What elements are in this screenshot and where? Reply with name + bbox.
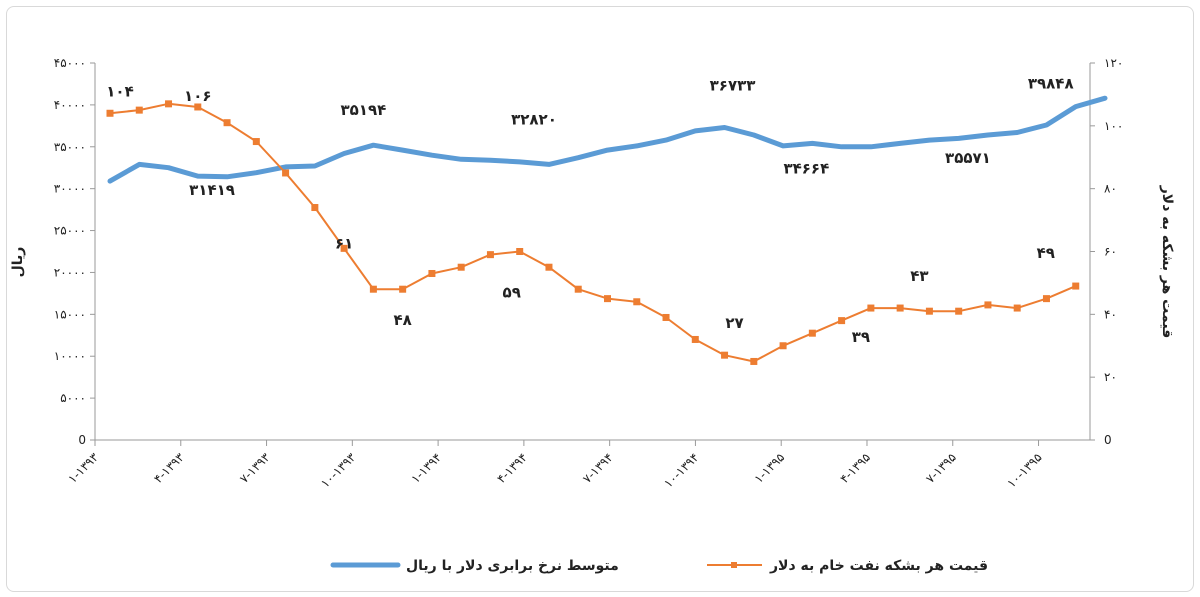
- y-left-tick-label: ۱۰۰۰۰: [54, 349, 86, 363]
- oil-price-point: [1042, 295, 1050, 303]
- oil-price-point: [457, 263, 465, 271]
- x-tick-label: ۱-۱۳۹۵: [752, 450, 788, 486]
- oil-price-point: [165, 100, 173, 108]
- oil-price-point: [662, 313, 670, 321]
- oil-price-point: [106, 109, 114, 117]
- y-left-tick-label: ۳۰۰۰۰: [54, 182, 86, 196]
- data-label: ۴۳: [910, 267, 928, 285]
- chart-frame: [6, 6, 1194, 592]
- y-right-tick-label: ۲۰: [1104, 370, 1117, 384]
- x-tick-label: ۱-۱۳۹۴: [408, 450, 444, 486]
- x-tick-label: ۷-۱۳۹۳: [237, 450, 273, 486]
- oil-price-point: [135, 106, 143, 114]
- data-label: ۳۱۴۱۹: [189, 181, 235, 199]
- x-tick-label: ۴-۱۳۹۴: [494, 450, 530, 486]
- oil-price-point: [223, 119, 231, 127]
- y-left-axis-title: ریال: [10, 247, 26, 278]
- y-right-tick-label: ۱۲۰: [1104, 56, 1123, 70]
- x-tick-label: ۷-۱۳۹۵: [923, 450, 959, 486]
- oil-price-point: [486, 251, 494, 259]
- y-right-axis-title: قیمت هر بشکه به دلار: [1159, 185, 1175, 339]
- oil-price-point: [779, 342, 787, 350]
- data-label: ۵۹: [503, 284, 521, 302]
- oil-price-point: [252, 138, 260, 146]
- legend-swatch-orange-marker: [731, 562, 737, 568]
- data-label: ۳۶۷۳۳: [710, 77, 756, 95]
- data-label: ۴۹: [1037, 244, 1055, 262]
- y-left-tick-label: 0: [78, 433, 86, 447]
- data-label: ۲۷: [725, 314, 743, 332]
- oil-price-point: [925, 307, 933, 315]
- y-right-tick-label: ۸۰: [1104, 182, 1117, 196]
- oil-price-point: [574, 285, 582, 293]
- data-label: ۴۸: [393, 311, 411, 329]
- oil-price-point: [369, 285, 377, 293]
- y-right-tick-label: 0: [1104, 433, 1112, 447]
- y-right-tick-label: ۱۰۰: [1104, 119, 1123, 133]
- series-line-oil-price: [109, 102, 1077, 363]
- x-tick-label: ۴-۱۳۹۳: [151, 450, 187, 486]
- y-left-tick-label: ۵۰۰۰: [60, 391, 86, 405]
- oil-price-point: [340, 244, 348, 252]
- oil-price-point: [1013, 304, 1021, 312]
- oil-price-point: [399, 285, 407, 293]
- legend-label-exchange-rate: متوسط نرخ برابری دلار با ریال: [406, 558, 619, 574]
- y-right-tick-label: ۴۰: [1104, 307, 1117, 321]
- oil-price-point: [633, 298, 641, 306]
- oil-price-point: [428, 269, 436, 277]
- oil-price-point: [867, 304, 875, 312]
- y-right-tick-label: ۶۰: [1104, 245, 1117, 259]
- data-label: ۳۵۵۷۱: [945, 149, 991, 167]
- oil-price-point: [955, 307, 963, 315]
- x-tick-label: ۱۰-۱۳۹۴: [661, 450, 701, 490]
- oil-price-point: [282, 169, 290, 177]
- oil-price-point: [838, 317, 846, 325]
- oil-price-point: [516, 248, 524, 255]
- data-label: ۳۵۱۹۴: [340, 101, 386, 119]
- oil-price-point: [721, 351, 729, 359]
- oil-price-point: [604, 295, 611, 303]
- x-tick-label: ۱۰-۱۳۹۳: [318, 450, 359, 491]
- y-left-tick-label: ۲۰۰۰۰: [54, 265, 86, 279]
- x-tick-label: ۴-۱۳۹۵: [837, 450, 873, 486]
- data-label: ۱۰۴: [106, 82, 133, 100]
- data-label: ۳۲۸۲۰: [511, 110, 557, 128]
- oil-price-point: [1072, 282, 1080, 290]
- data-label: ۳۹۸۴۸: [1028, 75, 1074, 93]
- data-labels-layer: ۱۰۴ ۱۰۶ ۶۱ ۴۸ ۵۹ ۲۷ ۳۹ ۴۳ ۴۹ ۳۱۴۱۹ ۳۵۱۹۴ ۳۲۸۲۰ ۳۶۷۳۳…: [106, 75, 1073, 346]
- data-label: ۱۰۶: [184, 87, 211, 105]
- oil-price-point: [691, 335, 699, 343]
- oil-price-point: [984, 301, 992, 309]
- data-label: ۳۹: [852, 328, 870, 346]
- legend: متوسط نرخ برابری دلار با ریال قیمت هر بش…: [330, 558, 988, 574]
- oil-price-point: [311, 204, 319, 212]
- data-label: ۳۴۶۶۴: [783, 159, 829, 177]
- y-left-tick-label: ۲۵۰۰۰: [54, 224, 86, 238]
- y-left-tick-label: ۱۵۰۰۰: [54, 307, 86, 321]
- x-tick-label: ۱-۱۳۹۳: [65, 450, 101, 486]
- x-tick-label: ۱۰-۱۳۹۵: [1004, 450, 1044, 490]
- legend-label-oil-price: قیمت هر بشکه نفت خام به دلار: [769, 558, 988, 574]
- data-label: ۶۱: [335, 234, 353, 252]
- y-left-tick-label: ۴۵۰۰۰: [54, 56, 86, 70]
- oil-price-point: [545, 263, 553, 271]
- oil-price-point: [896, 304, 904, 312]
- oil-price-point: [194, 103, 202, 111]
- series-layer: [106, 95, 1108, 365]
- oil-price-point: [808, 329, 816, 337]
- y-left-tick-label: ۴۰۰۰۰: [54, 98, 86, 112]
- x-tick-label: ۷-۱۳۹۴: [580, 450, 616, 486]
- axes: 0 ۵۰۰۰ ۱۰۰۰۰ ۱۵۰۰۰ ۲۰۰۰۰ ۲۵۰۰۰ ۳۰۰۰۰ ۳۵۰۰۰ ۴۰۰۰۰…: [54, 56, 1124, 491]
- series-line-exchange-rate: [107, 95, 1108, 184]
- y-left-tick-label: ۳۵۰۰۰: [54, 140, 86, 154]
- oil-price-point: [750, 357, 758, 365]
